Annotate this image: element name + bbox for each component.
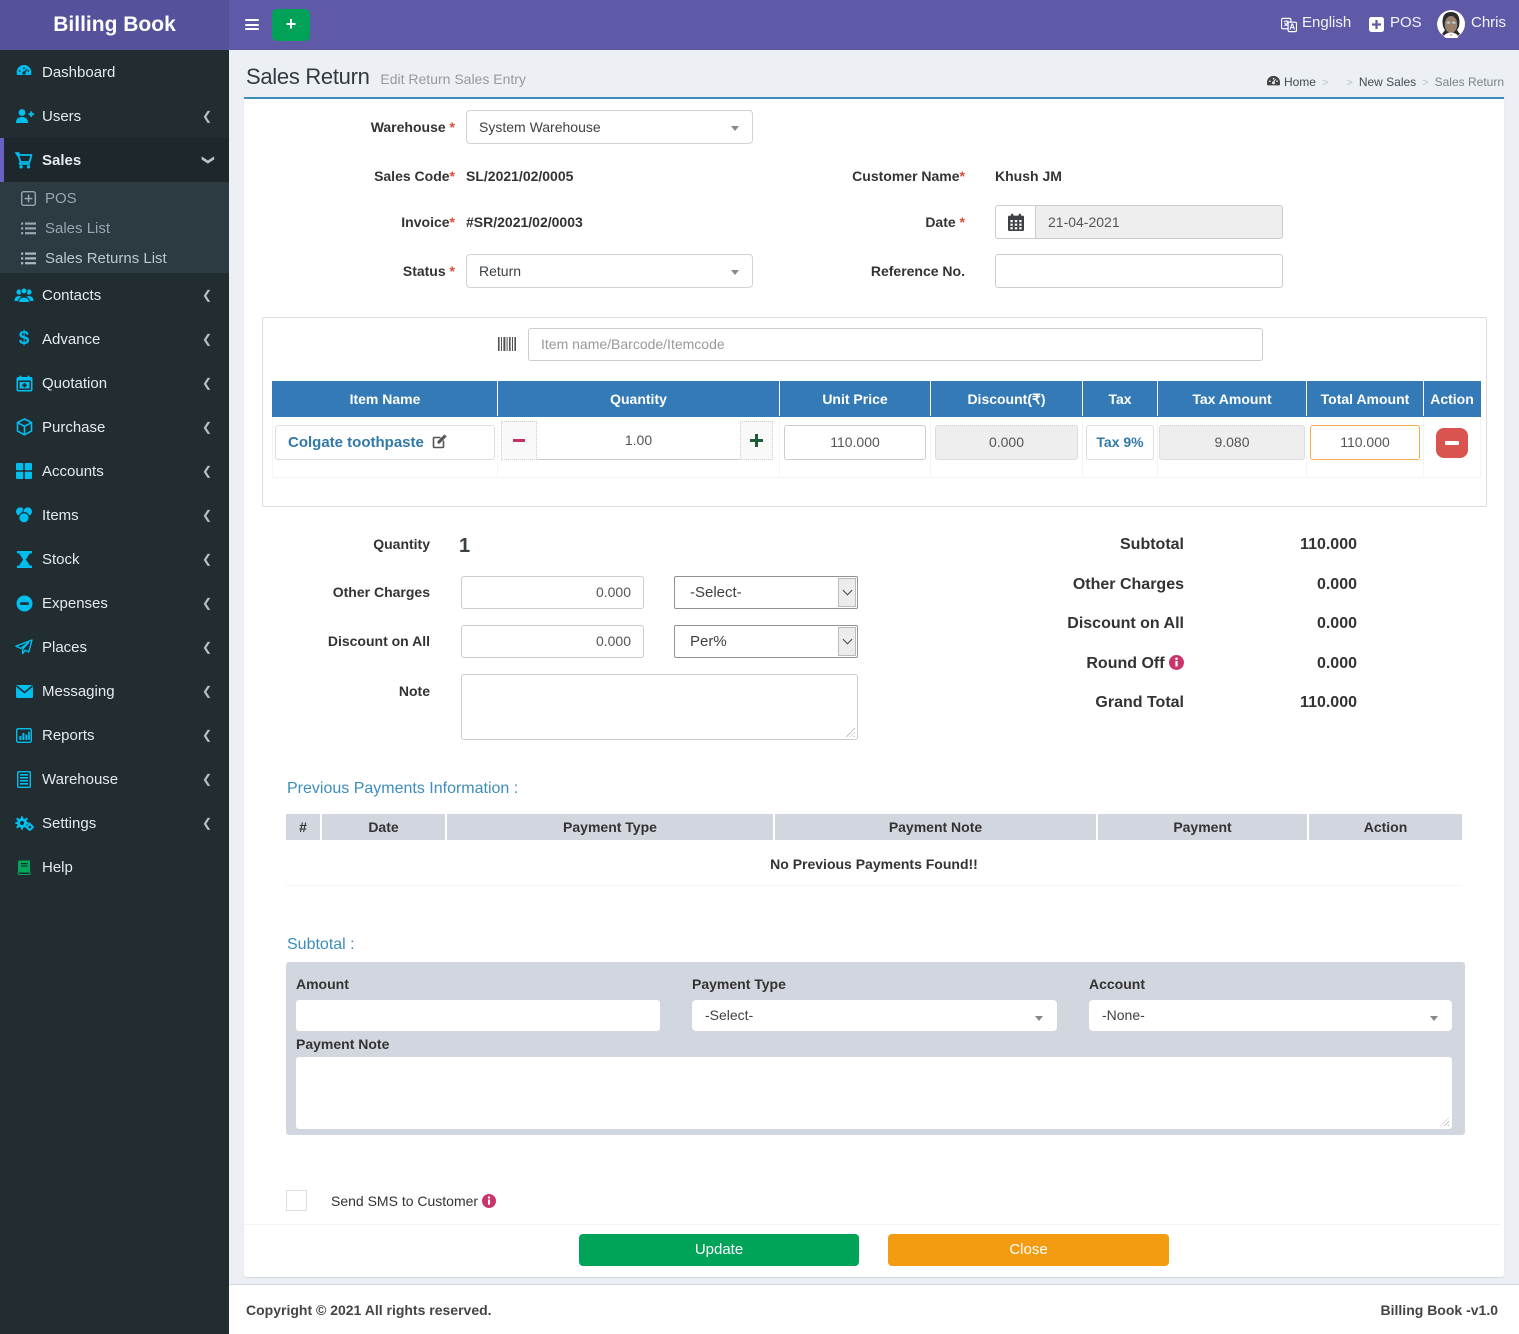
svg-text:A: A [1289,23,1295,32]
